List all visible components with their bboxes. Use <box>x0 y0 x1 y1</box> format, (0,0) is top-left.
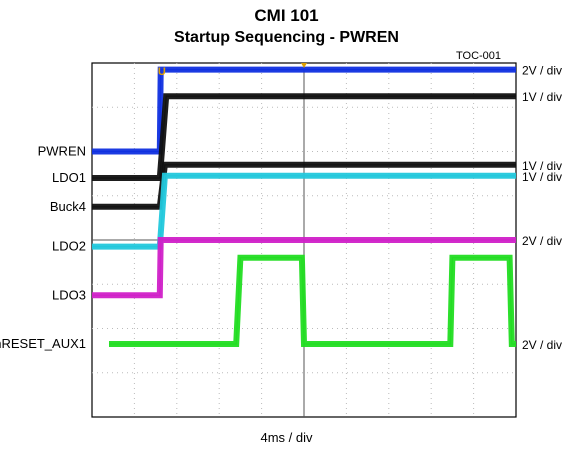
traces <box>92 66 516 347</box>
time-center-marker <box>301 63 307 68</box>
scale-ldo1: 1V / div <box>522 90 562 104</box>
label-ldo2: LDO2 <box>52 239 86 254</box>
label-buck4: Buck4 <box>50 199 86 214</box>
trigger-markers: U <box>158 63 307 78</box>
scale-ldo3: 2V / div <box>522 234 562 248</box>
label-ldo1: LDO1 <box>52 170 86 185</box>
chart-subtitle: Startup Sequencing - PWREN <box>174 29 399 46</box>
label-ldo3: LDO3 <box>52 287 86 302</box>
channel-labels: PWREN LDO1 Buck4 LDO2 LDO3 nRESET_AUX1 <box>0 144 86 351</box>
trigger-marker: U <box>158 66 166 78</box>
trace-edge-pwren <box>92 69 516 153</box>
label-nreset-aux1: nRESET_AUX1 <box>0 336 86 351</box>
label-pwren: PWREN <box>38 144 86 159</box>
scale-buck4: 1V / div <box>522 159 562 173</box>
figure-code: TOC-001 <box>456 50 502 62</box>
trace-edge-ldo1 <box>92 95 516 179</box>
scale-pwren: 2V / div <box>522 64 562 78</box>
x-axis-label: 4ms / div <box>260 430 313 445</box>
trace-edge-nreset-aux1 <box>109 257 516 345</box>
trace-edge-ldo3 <box>92 239 516 296</box>
chart-title: CMI 101 <box>254 6 319 25</box>
trace-edge-ldo2 <box>92 175 516 248</box>
scale-ldo2: 1V / div <box>522 170 562 184</box>
scale-nreset-aux1: 2V / div <box>522 338 562 352</box>
